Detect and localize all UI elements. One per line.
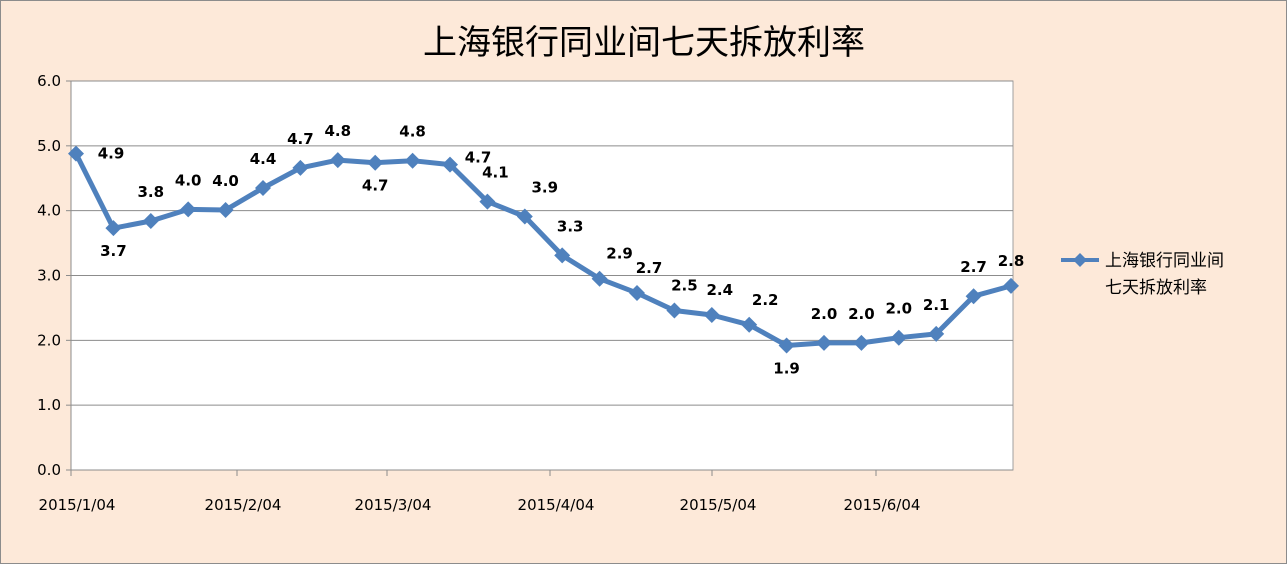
data-labels: 4.93.73.84.0 4.04.44.7 4.84.74.84.74.13.93… [98, 122, 1025, 377]
data-point-marker [516, 208, 533, 225]
y-tick-label: 4.0 [37, 202, 61, 220]
legend-marker [1073, 253, 1087, 267]
data-label: 2.1 [923, 296, 950, 314]
chart-title: 上海银行同业间七天拆放利率 [423, 23, 865, 63]
data-label: 4.1 [482, 164, 509, 182]
y-tick-label: 1.0 [37, 396, 61, 414]
data-label: 4.8 [325, 122, 352, 140]
x-axis-tick-labels: 2015/1/04 2015/2/04 2015/3/04 2015/4/04 2015… [39, 470, 921, 514]
data-point-marker [666, 302, 683, 319]
data-point-marker [404, 152, 421, 169]
data-label: 4.7 [362, 177, 389, 195]
data-label: 2.4 [707, 281, 734, 299]
data-label: 2.2 [752, 291, 779, 309]
axes [70, 81, 1013, 471]
data-label: 2.0 [886, 300, 913, 318]
data-point-marker [554, 247, 571, 264]
y-tick-label: 6.0 [37, 72, 61, 90]
data-point-marker [741, 316, 758, 333]
data-label: 4.8 [399, 123, 426, 141]
data-point-marker [367, 154, 384, 171]
data-point-marker [1003, 277, 1019, 294]
data-point-marker [329, 152, 346, 169]
data-label: 1.9 [773, 360, 800, 378]
x-tick-label: 2015/1/04 [39, 496, 116, 514]
data-label: 2.7 [960, 258, 987, 276]
y-axis-tick-labels: 0.0 1.0 2.0 3.0 4.0 5.0 6.0 [37, 72, 61, 479]
data-label: 2.0 [848, 305, 875, 323]
data-point-marker [853, 334, 870, 351]
legend-label: 七天拆放利率 [1105, 278, 1207, 298]
x-tick-label: 2015/4/04 [518, 496, 595, 514]
data-label: 2.8 [998, 252, 1025, 270]
data-point-marker [965, 288, 982, 305]
data-label: 3.9 [532, 179, 559, 197]
legend-label: 上海银行同业间 [1105, 251, 1224, 271]
data-point-marker [778, 337, 795, 354]
data-point-marker [255, 179, 271, 196]
data-label: 3.7 [100, 242, 127, 260]
data-label: 3.3 [557, 217, 584, 235]
x-tick-label: 2015/6/04 [844, 496, 921, 514]
data-point-marker [105, 220, 122, 237]
data-label: 2.0 [811, 305, 838, 323]
data-point-marker [142, 213, 159, 230]
data-point-marker [68, 145, 84, 162]
data-point-marker [292, 159, 309, 176]
data-point-marker [442, 156, 458, 173]
y-tick-label: 3.0 [37, 267, 61, 285]
y-tick-label: 5.0 [37, 137, 61, 155]
data-point-marker [180, 201, 197, 218]
data-point-marker [890, 329, 907, 346]
x-tick-label: 2015/2/04 [205, 496, 282, 514]
data-label: 4.0 [212, 172, 239, 190]
gridlines [66, 80, 1013, 471]
x-tick-label: 2015/5/04 [680, 496, 757, 514]
data-point-marker [816, 334, 832, 351]
data-label: 2.5 [671, 277, 698, 295]
legend: 上海银行同业间七天拆放利率 [1061, 251, 1224, 298]
x-tick-label: 2015/3/04 [355, 496, 432, 514]
data-label: 4.4 [250, 150, 277, 168]
data-point-marker [591, 270, 608, 287]
data-label: 2.9 [606, 245, 633, 263]
data-label: 4.9 [98, 145, 125, 163]
data-point-marker [928, 325, 945, 342]
data-point-marker [629, 285, 645, 302]
data-point-marker [479, 193, 496, 210]
data-label: 4.7 [465, 149, 492, 167]
data-label: 2.7 [636, 259, 663, 277]
data-label: 3.8 [138, 183, 165, 201]
data-label: 4.7 [287, 130, 314, 148]
y-tick-label: 2.0 [37, 331, 61, 349]
data-markers [68, 145, 1019, 354]
data-point-marker [703, 307, 720, 324]
data-label: 4.0 [175, 171, 202, 189]
y-tick-label: 0.0 [37, 461, 61, 479]
data-point-marker [217, 202, 234, 219]
